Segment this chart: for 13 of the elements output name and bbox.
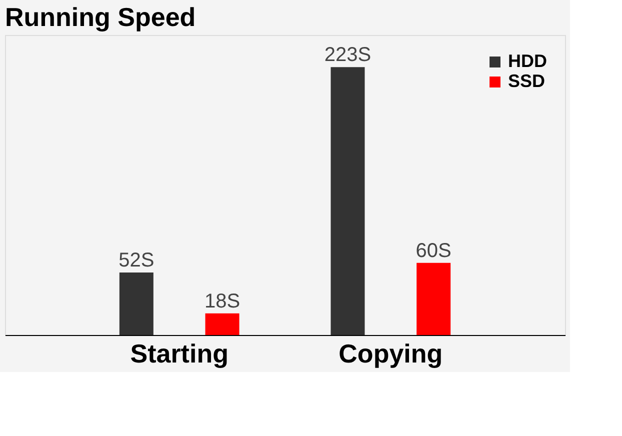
data-label: 60S xyxy=(416,240,452,262)
bar xyxy=(416,262,451,335)
data-label: 223S xyxy=(324,44,372,66)
x-tick-label: Starting xyxy=(130,338,228,368)
data-label: 52S xyxy=(118,250,154,272)
bar xyxy=(330,67,365,335)
chart-title: Running Speed xyxy=(5,2,196,32)
bar xyxy=(119,272,154,335)
bar xyxy=(205,313,240,335)
legend-label: HDD xyxy=(508,51,547,71)
x-tick-label: Copying xyxy=(338,338,443,368)
legend-label: SSD xyxy=(508,71,546,91)
data-label: 18S xyxy=(204,290,240,312)
